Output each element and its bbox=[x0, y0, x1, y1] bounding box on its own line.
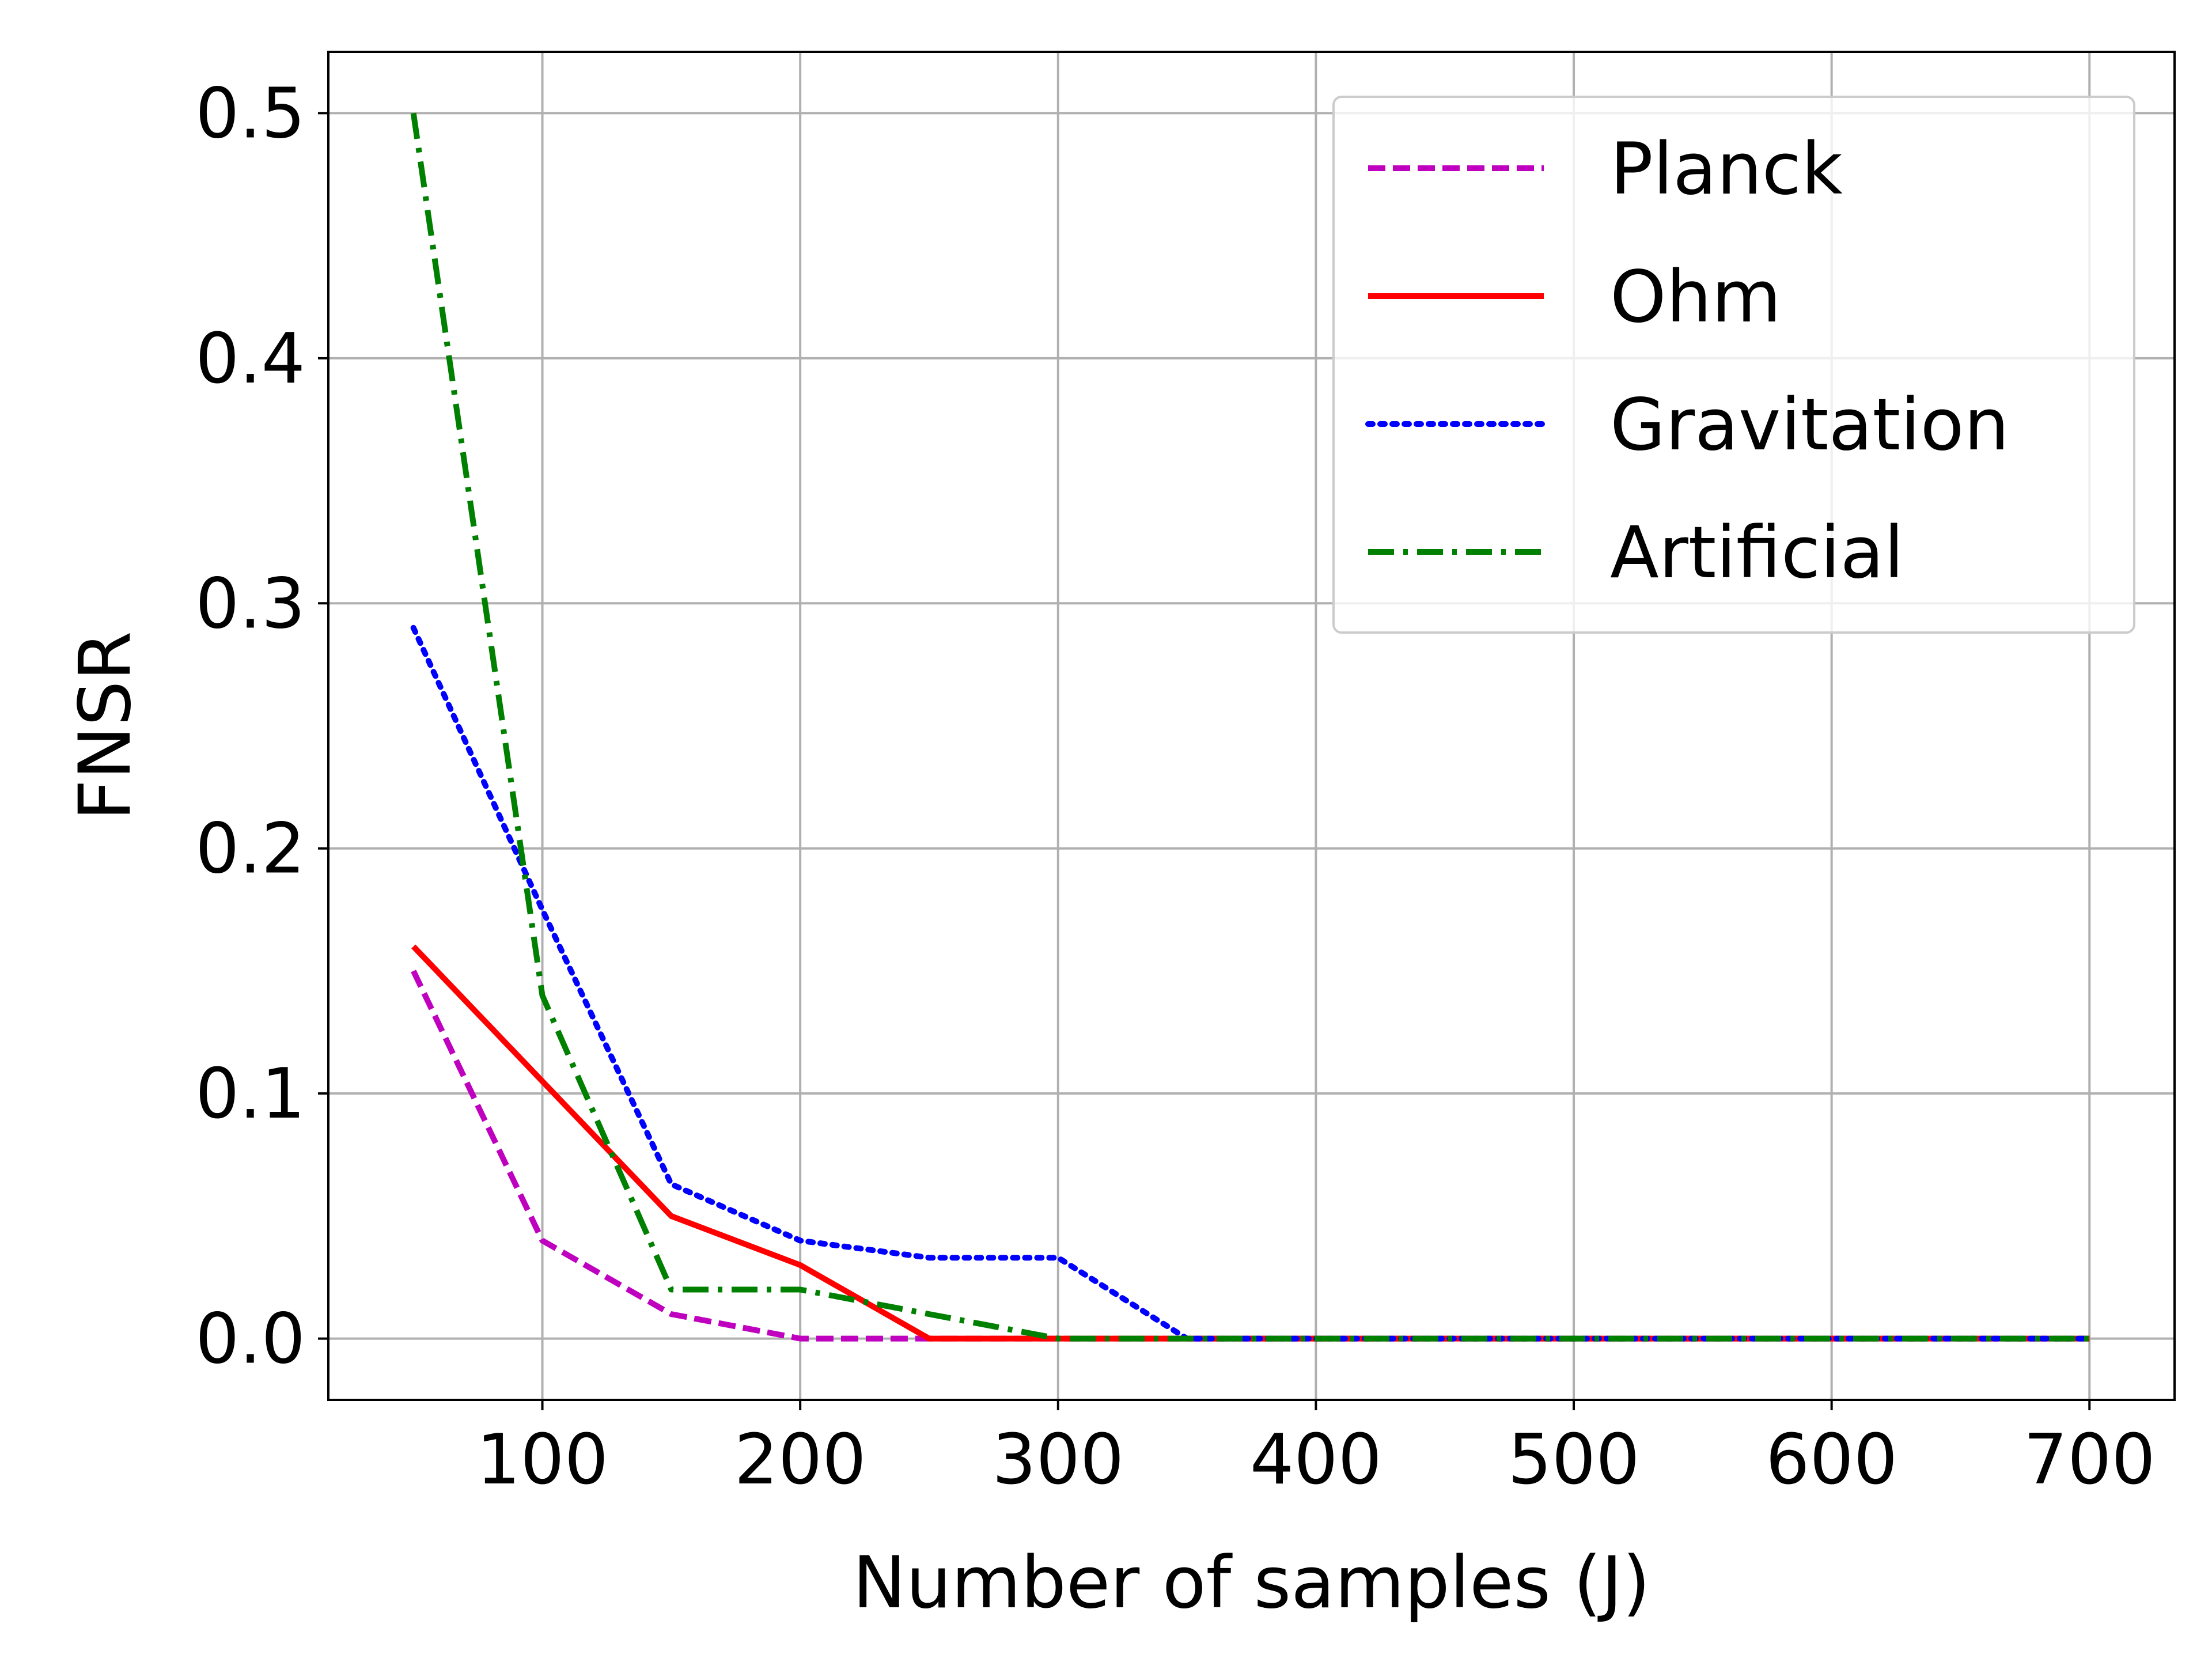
plot-frame bbox=[327, 51, 2176, 1401]
y-tick-label: 0.1 bbox=[195, 1054, 305, 1134]
x-tick-label: 500 bbox=[1508, 1420, 1640, 1500]
x-tick-label: 600 bbox=[1766, 1420, 1897, 1500]
x-tick-label: 100 bbox=[476, 1420, 608, 1500]
y-tick-label: 0.3 bbox=[195, 564, 305, 644]
x-tick-label: 300 bbox=[992, 1420, 1124, 1500]
legend-label-artificial: Artificial bbox=[1610, 512, 1904, 595]
legend-box bbox=[1332, 96, 2135, 634]
series-line-artificial bbox=[410, 112, 2090, 1342]
y-tick-label: 0.2 bbox=[195, 809, 305, 889]
y-tick-label: 0.0 bbox=[195, 1300, 305, 1380]
legend: Planck Ohm Gravitation Artificial bbox=[1332, 96, 2135, 634]
x-tick-label: 700 bbox=[2024, 1420, 2156, 1500]
legend-label-gravitation: Gravitation bbox=[1610, 384, 2009, 467]
x-tick-label: 400 bbox=[1250, 1420, 1382, 1500]
series-lines bbox=[410, 112, 2093, 1342]
x-tick-label: 200 bbox=[734, 1420, 866, 1500]
y-tick-label: 0.4 bbox=[195, 319, 305, 399]
y-tick-label: 0.5 bbox=[195, 74, 305, 154]
legend-label-ohm: Ohm bbox=[1610, 256, 1781, 339]
legend-label-planck: Planck bbox=[1610, 128, 1843, 211]
ticks: 100 200 300 400 500 600 700 0.0 0.1 0.2 0.3 0.4 0.5 bbox=[195, 74, 2156, 1500]
x-axis-label: Number of samples (J) bbox=[853, 1542, 1650, 1625]
y-axis-label: FNSR bbox=[64, 631, 147, 821]
